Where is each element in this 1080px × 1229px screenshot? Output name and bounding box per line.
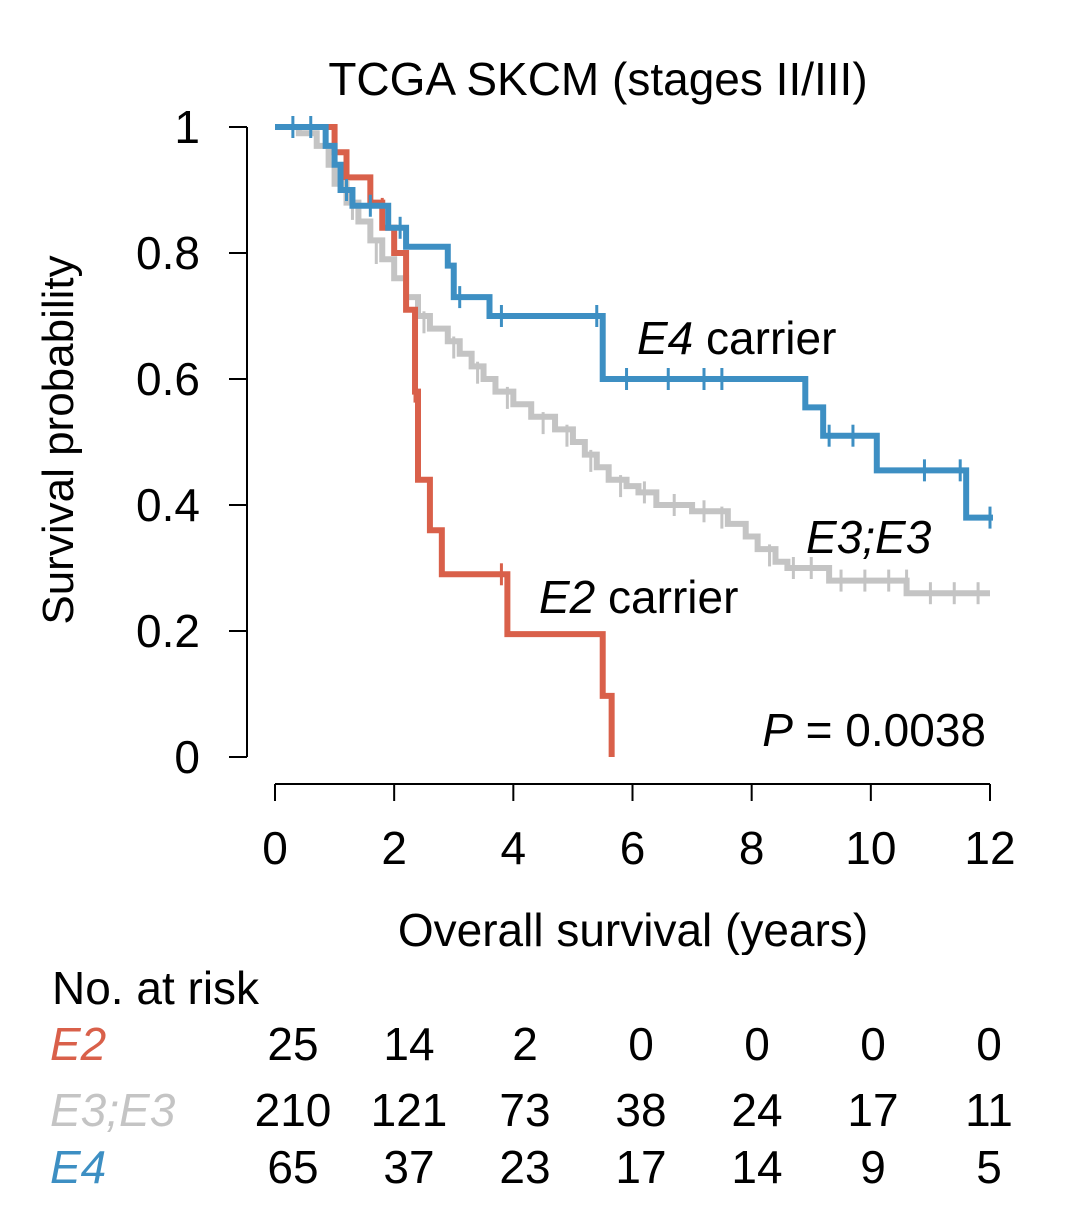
- risk-count: 17: [615, 1141, 667, 1193]
- series-label-e3-name: E3;E3: [806, 511, 932, 563]
- risk-row: E4 65 37 23 17 14 9 5: [0, 1140, 1080, 1200]
- x-tick-label: 4: [501, 822, 527, 874]
- risk-count: 38: [615, 1084, 667, 1136]
- y-tick-label: 0.4: [136, 479, 200, 531]
- plot-area: [275, 116, 993, 757]
- risk-count: 2: [512, 1018, 538, 1070]
- risk-table: No. at risk E2 25 14 2 0 0 0 0 E3;E3 210 121 73 38 24…: [0, 955, 1080, 1215]
- risk-count: 65: [267, 1141, 319, 1193]
- risk-count: 37: [383, 1141, 435, 1193]
- risk-row-label: E4: [50, 1141, 107, 1193]
- y-axis: 0 0.2 0.4 0.6 0.8 1: [136, 101, 248, 783]
- p-value-prefix: P: [762, 704, 793, 756]
- series-label-e4-name: E4: [637, 312, 693, 364]
- x-axis-label: Overall survival (years): [398, 904, 868, 955]
- risk-count: 0: [744, 1018, 770, 1070]
- survival-curve-e3: [275, 124, 990, 597]
- x-tick-label: 6: [620, 822, 646, 874]
- risk-count: 0: [976, 1018, 1002, 1070]
- risk-row-label: E2: [50, 1018, 107, 1070]
- risk-count: 121: [370, 1084, 448, 1136]
- series-label-e2: E2 carrier: [539, 571, 738, 623]
- km-chart: TCGA SKCM (stages II/III) 0 0.2 0.4 0.6 0.8 1…: [34, 53, 1016, 955]
- risk-count: 23: [499, 1141, 551, 1193]
- risk-count: 17: [847, 1084, 899, 1136]
- risk-count: 25: [267, 1018, 319, 1070]
- risk-table-title: No. at risk: [52, 962, 260, 1014]
- survival-curve-e4: [275, 124, 993, 521]
- chart-title: TCGA SKCM (stages II/III): [328, 53, 867, 105]
- risk-row: E3;E3 210 121 73 38 24 17 11: [0, 1083, 1080, 1143]
- risk-count: 0: [860, 1018, 886, 1070]
- y-tick-label: 0.2: [136, 605, 200, 657]
- x-tick-label: 8: [739, 822, 765, 874]
- y-tick-label: 1: [174, 101, 200, 153]
- y-tick-label: 0.8: [136, 227, 200, 279]
- risk-count: 14: [731, 1141, 783, 1193]
- series-label-e2-suffix: carrier: [595, 571, 738, 623]
- x-tick-label: 2: [381, 822, 407, 874]
- risk-row-label: E3;E3: [50, 1084, 176, 1136]
- p-value-text: = 0.0038: [793, 704, 986, 756]
- series-label-e3: E3;E3: [806, 511, 932, 563]
- series-label-e4: E4 carrier: [637, 312, 836, 364]
- p-value-annotation: P = 0.0038: [762, 704, 986, 756]
- y-axis-label: Survival probability: [34, 255, 83, 624]
- risk-row: E2 25 14 2 0 0 0 0: [0, 1017, 1080, 1077]
- series-label-e2-name: E2: [539, 571, 595, 623]
- risk-count: 5: [976, 1141, 1002, 1193]
- risk-count: 210: [254, 1084, 332, 1136]
- x-tick-label: 0: [262, 822, 288, 874]
- survival-curve-e2: [275, 124, 615, 757]
- x-tick-label: 10: [845, 822, 896, 874]
- y-tick-label: 0.6: [136, 353, 200, 405]
- risk-count: 24: [731, 1084, 783, 1136]
- y-tick-label: 0: [174, 731, 200, 783]
- series-label-e4-suffix: carrier: [693, 312, 836, 364]
- risk-count: 11: [965, 1084, 1013, 1136]
- risk-count: 9: [860, 1141, 886, 1193]
- risk-count: 0: [628, 1018, 654, 1070]
- x-axis: 0 2 4 6 8 10 12: [262, 783, 1016, 874]
- risk-count: 14: [383, 1018, 435, 1070]
- risk-count: 73: [499, 1084, 551, 1136]
- x-tick-label: 12: [964, 822, 1015, 874]
